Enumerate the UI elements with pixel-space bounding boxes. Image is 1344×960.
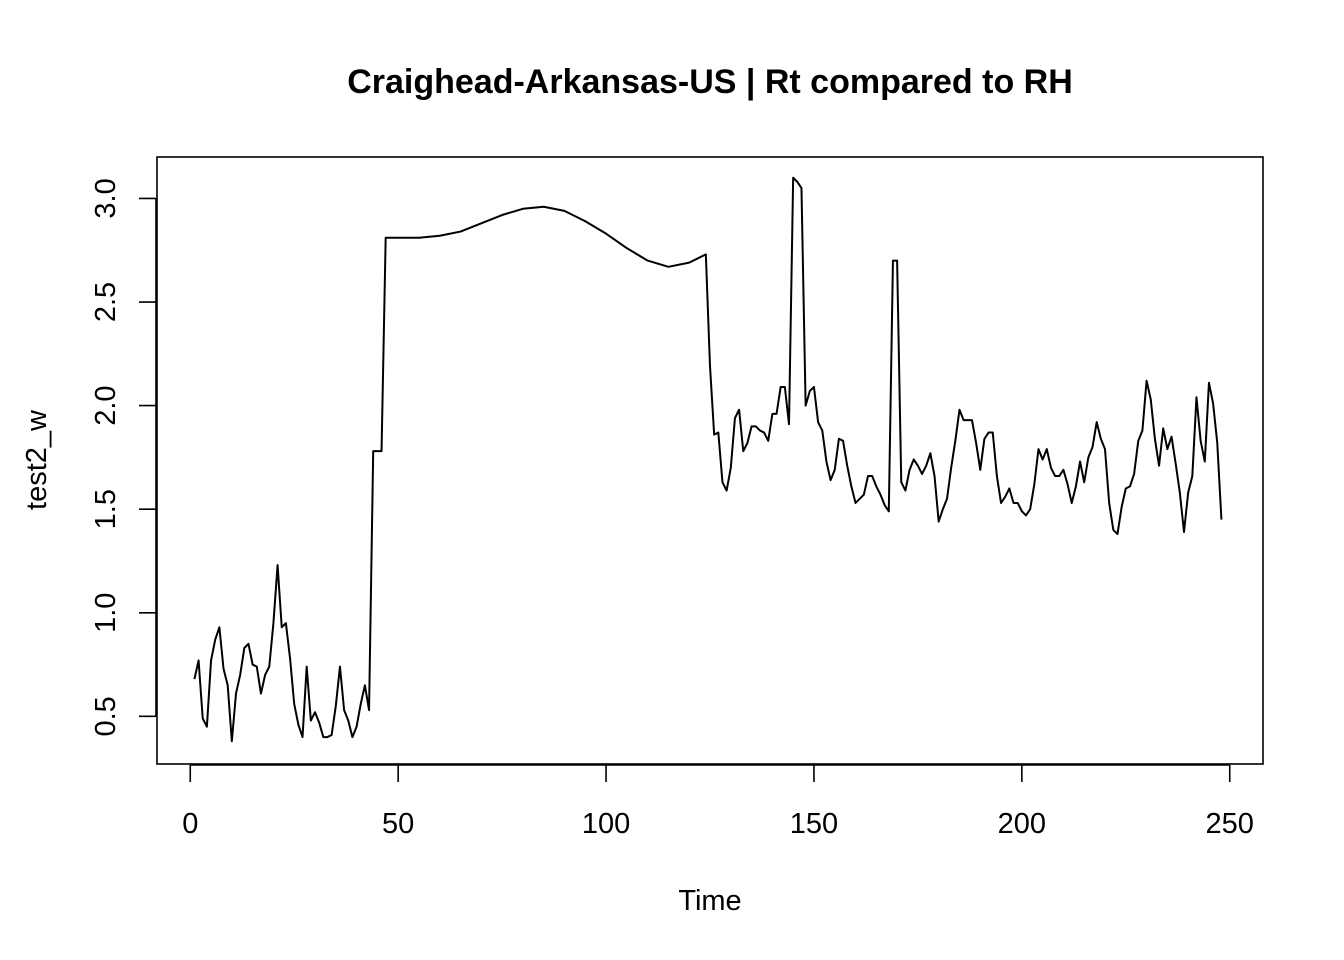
- x-tick-label: 200: [998, 808, 1046, 840]
- y-axis-label: test2_w: [21, 409, 53, 510]
- y-tick-label: 1.5: [90, 489, 122, 529]
- y-tick-label: 1.0: [90, 593, 122, 633]
- series-line: [193, 176, 1223, 743]
- y-tick-label: 0.5: [90, 696, 122, 736]
- x-tick-label: 100: [582, 808, 630, 840]
- y-tick-label: 2.0: [90, 385, 122, 425]
- chart-title: Craighead-Arkansas-US | Rt compared to R…: [347, 63, 1073, 101]
- y-tick-label: 2.5: [90, 282, 122, 322]
- x-axis: 0 50 100 150 200 250: [182, 764, 1254, 840]
- x-axis-label: Time: [678, 885, 741, 917]
- x-tick-label: 50: [382, 808, 414, 840]
- y-tick-label: 3.0: [90, 178, 122, 218]
- y-axis: 0.5 1.0 1.5 2.0 2.5 3.0: [90, 178, 157, 737]
- x-tick-label: 0: [182, 808, 198, 840]
- plot-frame: [156, 156, 1264, 765]
- x-tick-label: 250: [1206, 808, 1254, 840]
- x-tick-label: 150: [790, 808, 838, 840]
